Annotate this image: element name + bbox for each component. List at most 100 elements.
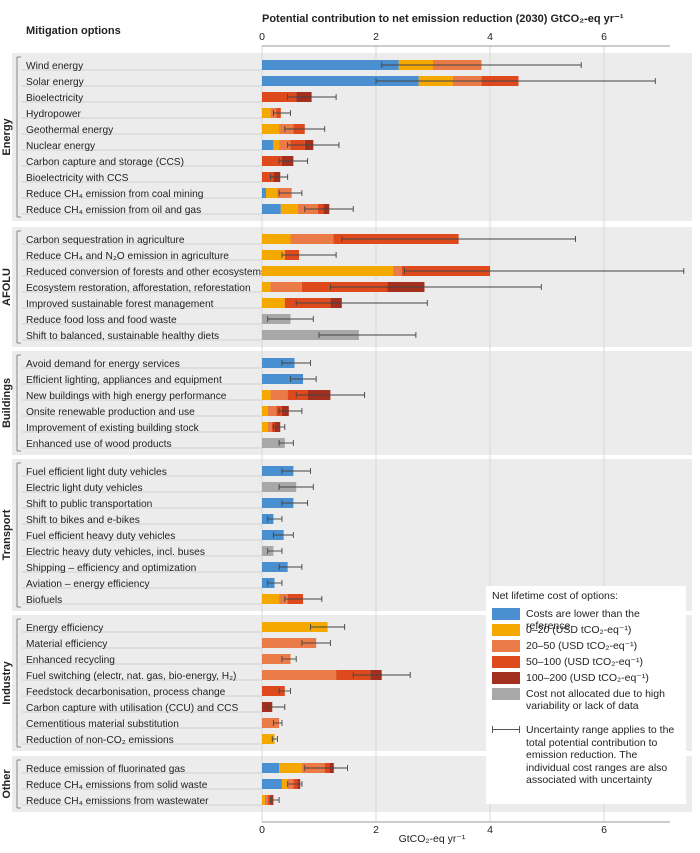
option-label: Fuel efficient light duty vehicles <box>26 467 167 478</box>
bar-segment-c0_20 <box>262 234 291 244</box>
bar-segment-c0_20 <box>262 250 285 260</box>
option-label: Shift to bikes and e-bikes <box>26 515 140 526</box>
bar-segment-lower <box>262 76 419 86</box>
group-label: Transport <box>1 509 13 560</box>
bar-segment-c0_20 <box>280 204 298 214</box>
bar-segment-c0_20 <box>262 406 268 416</box>
legend-item-100-200: 100–200 (USD tCO₂-eq⁻¹) <box>492 672 649 686</box>
bar-segment-c0_20 <box>281 779 288 789</box>
option-label: Improved sustainable forest management <box>26 299 214 310</box>
option-label: Solar energy <box>26 77 85 88</box>
option-label: Reduce CH₄ emission from coal mining <box>26 189 204 200</box>
option-label: Bioelectricity <box>26 93 84 104</box>
bar-segment-c20_50 <box>267 406 277 416</box>
bar-segment-c0_20 <box>279 763 302 773</box>
bar-segment-c0_20 <box>265 188 278 198</box>
option-label: Bioelectricity with CCS <box>26 173 129 184</box>
legend-label: 50–100 (USD tCO₂-eq⁻¹) <box>526 656 643 668</box>
group-separator <box>12 221 692 227</box>
option-label: Fuel efficient heavy duty vehicles <box>26 531 175 542</box>
bar-segment-na <box>262 438 285 448</box>
option-label: Feedstock decarbonisation, process chang… <box>26 687 226 698</box>
bar-segment-na <box>262 330 359 340</box>
legend-item-not-allocated: Cost not allocated due to high variabili… <box>492 688 680 718</box>
top-tick-label: 6 <box>601 31 607 43</box>
bar-segment-c0_20 <box>262 298 285 308</box>
legend-title: Net lifetime cost of options: <box>492 590 619 602</box>
option-label: Reduce CH₄ emissions from wastewater <box>26 796 209 807</box>
bar-segment-lower <box>262 60 399 70</box>
legend-label: 20–50 (USD tCO₂-eq⁻¹) <box>526 640 638 652</box>
group-label: Energy <box>1 117 13 155</box>
option-label: Shipping – efficiency and optimization <box>26 563 196 574</box>
legend-item-0-20: 0–20 (USD tCO₂-eq⁻¹) <box>492 624 631 638</box>
bar-segment-c20_50 <box>270 282 302 292</box>
bar-segment-c0_20 <box>262 266 394 276</box>
option-label: Enhanced use of wood products <box>26 439 172 450</box>
legend-label: 100–200 (USD tCO₂-eq⁻¹) <box>526 672 649 684</box>
bar-segment-c0_20 <box>262 594 280 604</box>
bar-segment-lower <box>262 763 280 773</box>
bar-segment-lower <box>262 498 294 508</box>
option-label: Geothermal energy <box>26 125 114 136</box>
bar-segment-c0_20 <box>262 422 268 432</box>
legend-swatch <box>492 656 520 668</box>
bar-segment-c50_100 <box>262 172 274 182</box>
option-label: Wind energy <box>26 61 84 72</box>
bottom-tick-label: 0 <box>259 824 265 836</box>
bar-segment-lower <box>262 188 266 198</box>
bar-segment-c0_20 <box>262 124 280 134</box>
bar-segment-c0_20 <box>262 390 271 400</box>
legend-label: Costs are lower than the reference <box>526 608 640 632</box>
legend-item-50-100: 50–100 (USD tCO₂-eq⁻¹) <box>492 656 643 670</box>
top-tick-label: 4 <box>487 31 493 43</box>
option-label: New buildings with high energy performan… <box>26 391 227 402</box>
bar-segment-c20_50 <box>262 718 280 728</box>
option-label: Electric light duty vehicles <box>26 483 143 494</box>
option-label: Fuel switching (electr, nat. gas, bio-en… <box>26 671 236 682</box>
bar-segment-c50_100 <box>262 686 285 696</box>
option-label: Efficient lighting, appliances and equip… <box>26 375 222 386</box>
bottom-axis-unit: GtCO₂-eq yr⁻¹ <box>399 833 466 845</box>
group-label: Buildings <box>1 378 13 428</box>
bar-segment-c0_20 <box>262 622 328 632</box>
option-label: Hydropower <box>26 109 82 120</box>
legend: Net lifetime cost of options: Costs are … <box>486 586 686 804</box>
option-label: Improvement of existing building stock <box>26 423 200 434</box>
option-label: Reduced conversion of forests and other … <box>26 267 266 278</box>
legend-swatch <box>492 672 520 684</box>
bar-segment-c50_100 <box>262 156 282 166</box>
option-label: Electric heavy duty vehicles, incl. buse… <box>26 547 205 558</box>
top-tick-label: 0 <box>259 31 265 43</box>
group-background <box>12 459 692 611</box>
legend-item-20-50: 20–50 (USD tCO₂-eq⁻¹) <box>492 640 637 654</box>
bar-segment-c50_100 <box>267 795 271 805</box>
group-separator <box>12 347 692 351</box>
group-separator <box>12 751 692 756</box>
bar-segment-c20_50 <box>279 140 291 150</box>
bar-segment-c20_50 <box>393 266 402 276</box>
legend-swatch <box>492 624 520 636</box>
option-label: Carbon capture with utilisation (CCU) an… <box>26 703 239 714</box>
bar-segment-c20_50 <box>290 234 334 244</box>
bar-segment-c20_50 <box>262 670 337 680</box>
bar-segment-c20_50 <box>262 654 291 664</box>
bar-segment-c20_50 <box>264 795 268 805</box>
option-label: Reduce CH₄ and N₂O emission in agricultu… <box>26 251 229 262</box>
option-label: Biofuels <box>26 595 62 606</box>
bar-segment-lower <box>262 530 284 540</box>
option-label: Nuclear energy <box>26 141 96 152</box>
bar-segment-lower <box>262 358 295 368</box>
bar-segment-c20_50 <box>279 594 288 604</box>
bottom-tick-label: 6 <box>601 824 607 836</box>
group-separator <box>12 611 692 615</box>
bar-segment-lower <box>262 140 274 150</box>
group-label: Industry <box>1 660 13 704</box>
bar-segment-c0_20 <box>262 282 271 292</box>
bar-segment-c100_200 <box>262 702 273 712</box>
bar-segment-c0_20 <box>262 795 265 805</box>
group-label: AFOLU <box>1 268 13 306</box>
option-label: Aviation – energy efficiency <box>26 579 151 590</box>
option-label: Enhanced recycling <box>26 655 115 666</box>
option-label: Carbon capture and storage (CCS) <box>26 157 184 168</box>
